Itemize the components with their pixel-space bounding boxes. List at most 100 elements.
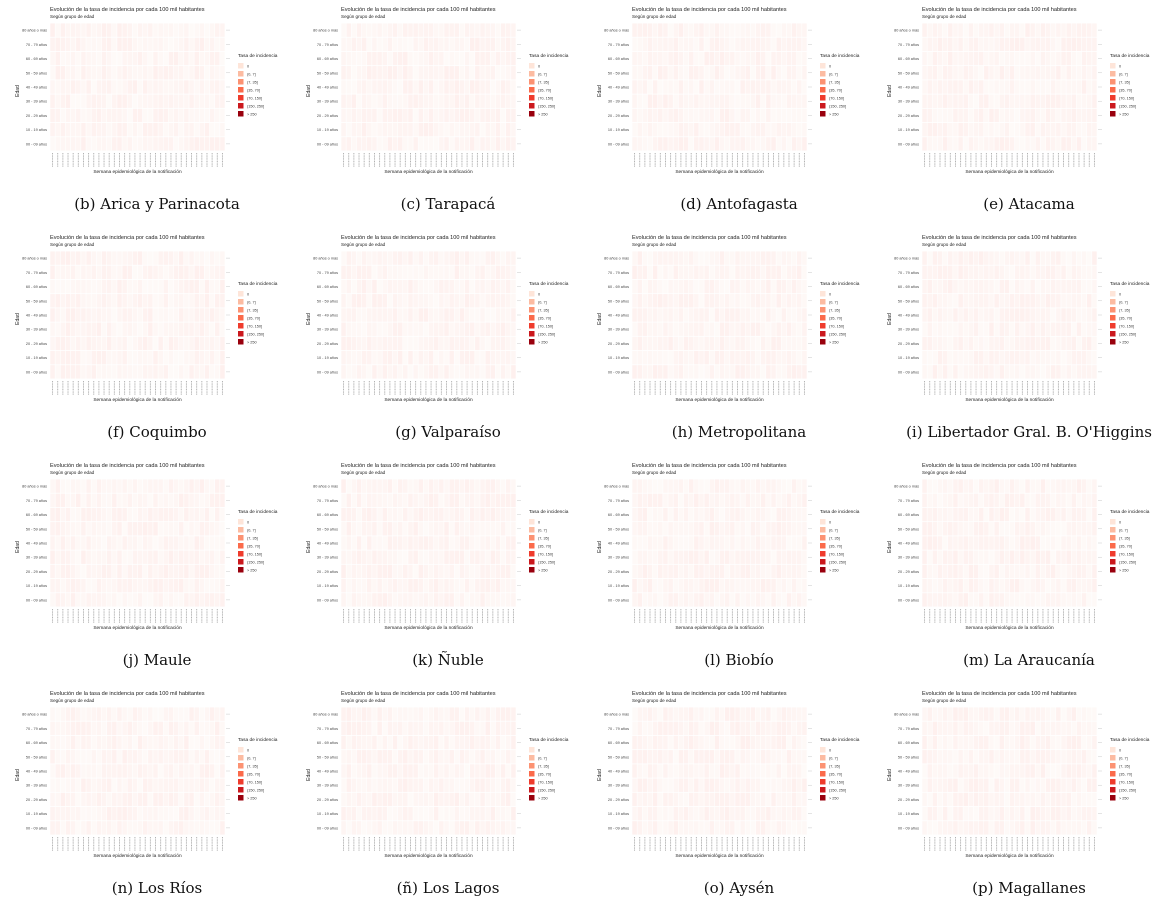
heatmap-cell	[684, 123, 689, 136]
heatmap-cell	[637, 494, 642, 507]
heatmap-cell	[346, 536, 351, 549]
heatmap-cell	[480, 80, 485, 93]
heatmap-cell	[148, 565, 153, 578]
heatmap-cell	[112, 779, 117, 792]
legend-title: Tasa de incidencia	[820, 53, 860, 59]
heatmap-cell	[710, 508, 715, 521]
heatmap-cell	[341, 707, 346, 720]
panel: Evolución de la tasa de incidencia por c…	[303, 233, 593, 458]
heatmap-cell	[200, 736, 205, 749]
heatmap-cell	[969, 80, 974, 93]
heatmap-cell	[377, 479, 382, 492]
heatmap-cell	[148, 764, 153, 777]
heatmap-cell	[797, 38, 802, 51]
heatmap-cell	[922, 479, 927, 492]
heatmap-cell	[668, 351, 673, 364]
heatmap-cell	[362, 95, 367, 108]
heatmap-cell	[148, 280, 153, 293]
heatmap-cell	[491, 66, 496, 79]
heatmap-cell	[501, 266, 506, 279]
age-tick-label: 00 - 09 años	[608, 142, 629, 146]
heatmap-cell	[86, 137, 91, 150]
heatmap-cell	[91, 508, 96, 521]
age-tick-label: 10 - 19 años	[26, 356, 47, 360]
heatmap-cell	[720, 351, 725, 364]
heatmap-cell	[439, 280, 444, 293]
heatmap-cell	[958, 52, 963, 65]
age-tick-label: 40 - 49 años	[26, 86, 47, 90]
chart-title: Evolución de la tasa de incidencia por c…	[632, 7, 787, 13]
heatmap-cell	[465, 266, 470, 279]
heatmap-cell	[382, 123, 387, 136]
heatmap-cell	[1046, 323, 1051, 336]
heatmap-cell	[455, 551, 460, 564]
heatmap-cell	[632, 365, 637, 378]
heatmap-cell	[668, 593, 673, 606]
heatmap-cell	[491, 52, 496, 65]
heatmap-cell	[86, 551, 91, 564]
age-tick-label: 30 - 39 años	[317, 328, 338, 332]
heatmap-cell	[1005, 66, 1010, 79]
heatmap-cell	[346, 280, 351, 293]
heatmap-cell	[55, 38, 60, 51]
heatmap-cell	[102, 807, 107, 820]
heatmap-cell	[200, 551, 205, 564]
age-tick-label: 40 - 49 años	[317, 314, 338, 318]
heatmap-cell	[449, 66, 454, 79]
heatmap-cell	[133, 821, 138, 834]
heatmap-cell	[128, 593, 133, 606]
heatmap-cell	[938, 251, 943, 264]
heatmap-cell	[1046, 536, 1051, 549]
heatmap-cell	[398, 351, 403, 364]
heatmap-cell	[1000, 294, 1005, 307]
heatmap-cell	[102, 479, 107, 492]
heatmap-cell	[112, 337, 117, 350]
age-tick-label: 60 - 69 años	[26, 285, 47, 289]
heatmap-cell	[771, 123, 776, 136]
heatmap-cell	[740, 579, 745, 592]
heatmap-cell	[922, 266, 927, 279]
heatmap-cell	[97, 294, 102, 307]
heatmap-cell	[200, 38, 205, 51]
age-tick-label: 80 años o más	[313, 485, 338, 489]
heatmap-cell	[367, 266, 372, 279]
heatmap-cell	[761, 337, 766, 350]
heatmap-cell	[475, 536, 480, 549]
heatmap-cell	[346, 308, 351, 321]
heatmap-cell	[220, 793, 225, 806]
heatmap-cell	[158, 23, 163, 36]
heatmap-cell	[133, 365, 138, 378]
heatmap-cell	[429, 579, 434, 592]
heatmap-cell	[429, 565, 434, 578]
age-tick-label: 60 - 69 años	[898, 285, 919, 289]
heatmap-cell	[1092, 251, 1097, 264]
heatmap-cell	[1030, 551, 1035, 564]
heatmap-cell	[496, 479, 501, 492]
heatmap-cell	[480, 66, 485, 79]
heatmap-cell	[117, 323, 122, 336]
heatmap-cell	[382, 66, 387, 79]
heatmap-cell	[439, 565, 444, 578]
heatmap-cell	[403, 536, 408, 549]
legend-label: 0	[247, 749, 249, 753]
heatmap-cell	[501, 323, 506, 336]
heatmap-cell	[449, 536, 454, 549]
heatmap-cell	[81, 807, 86, 820]
heatmap-cell	[1082, 551, 1087, 564]
heatmap-cell	[86, 736, 91, 749]
heatmap-cell	[751, 579, 756, 592]
heatmap-cell	[91, 137, 96, 150]
heatmap-cell	[475, 593, 480, 606]
heatmap-cells	[50, 23, 224, 150]
heatmap-cell	[419, 551, 424, 564]
heatmap-cell	[107, 508, 112, 521]
heatmap-cell	[938, 494, 943, 507]
heatmap-cell	[81, 280, 86, 293]
heatmap-cell	[715, 365, 720, 378]
heatmap-cell	[632, 38, 637, 51]
heatmap-cell	[740, 565, 745, 578]
heatmap-cell	[491, 707, 496, 720]
heatmap-cell	[475, 23, 480, 36]
heatmap-cell	[1010, 494, 1015, 507]
heatmap-cell	[372, 123, 377, 136]
